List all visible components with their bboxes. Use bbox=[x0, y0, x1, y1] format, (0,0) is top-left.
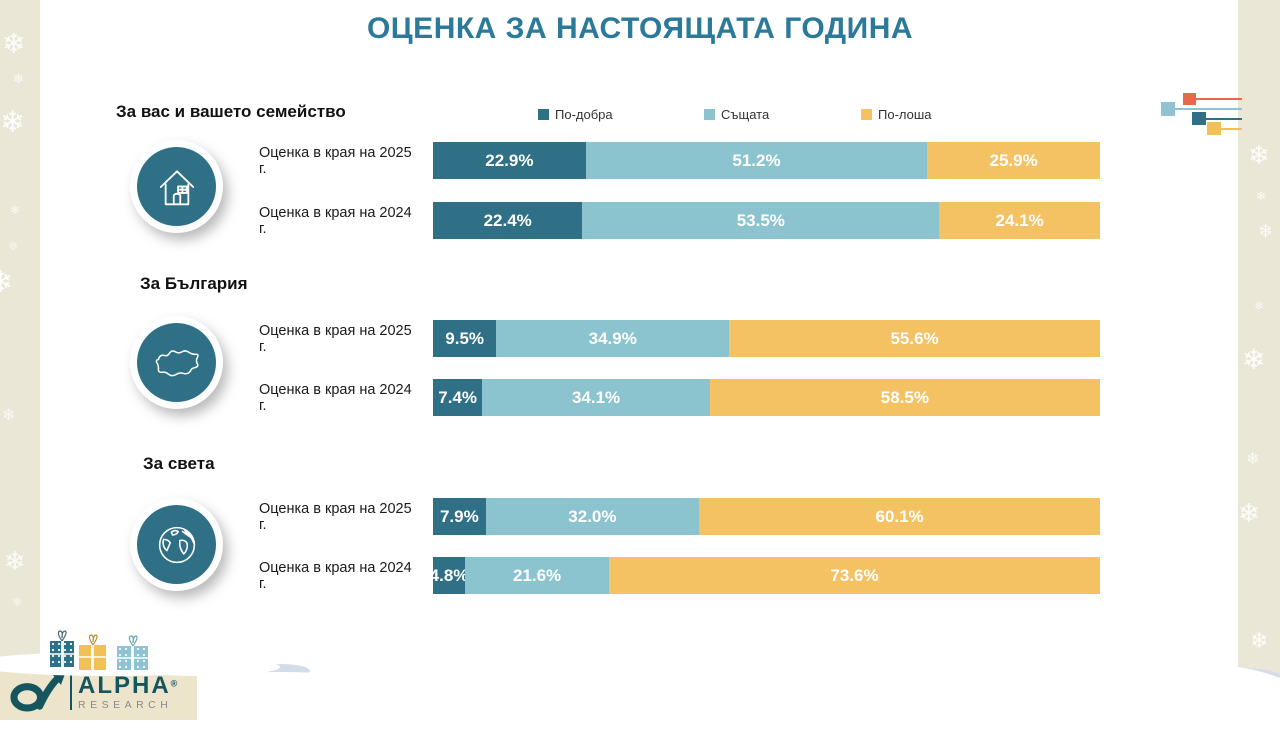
row-label: Оценка в края на 2024 г. bbox=[259, 381, 412, 414]
segment-value: 7.4% bbox=[438, 387, 478, 407]
motif-square-yellow bbox=[1207, 122, 1221, 135]
snow-lump bbox=[468, 640, 486, 664]
segment-worse: 24.1% bbox=[939, 202, 1100, 239]
segment-value: 60.1% bbox=[875, 506, 924, 526]
alpha-research-logo: ALPHA® RESEARCH bbox=[0, 664, 197, 720]
segment-value: 58.5% bbox=[880, 387, 929, 407]
segment-better: 9.5% bbox=[433, 320, 497, 357]
left-background-strip bbox=[0, 0, 40, 720]
segment-value: 34.9% bbox=[588, 328, 637, 348]
row-label: Оценка в края на 2025 г. bbox=[259, 500, 412, 533]
world-medallion bbox=[130, 498, 223, 591]
motif-line-lightblue bbox=[1175, 108, 1242, 110]
snow-lump bbox=[225, 652, 251, 668]
segment-value: 7.9% bbox=[439, 506, 479, 526]
logo-divider bbox=[70, 674, 72, 710]
segment-same: 32.0% bbox=[485, 498, 700, 535]
legend-label: По-добра bbox=[555, 107, 613, 122]
segment-value: 32.0% bbox=[568, 506, 617, 526]
segment-value: 9.5% bbox=[445, 328, 485, 348]
segment-value: 25.9% bbox=[989, 150, 1038, 170]
page-title: ОЦЕНКА ЗА НАСТОЯЩАТА ГОДИНА bbox=[366, 12, 914, 45]
segment-worse: 60.1% bbox=[699, 498, 1100, 535]
bar-world-2024: 4.8% 21.6% 73.6% bbox=[430, 557, 1100, 594]
row-label: Оценка в края на 2025 г. bbox=[259, 144, 412, 177]
segment-worse: 58.5% bbox=[709, 379, 1100, 416]
bar-bulgaria-2025: 9.5% 34.9% 55.6% bbox=[433, 320, 1100, 357]
legend-swatch-worse bbox=[861, 109, 872, 120]
segment-value: 24.1% bbox=[995, 210, 1044, 230]
segment-value: 73.6% bbox=[830, 565, 879, 585]
segment-value: 51.2% bbox=[732, 150, 781, 170]
segment-worse: 55.6% bbox=[729, 320, 1100, 357]
legend-item-worse: По-лоша bbox=[861, 107, 932, 122]
snow-lump bbox=[650, 648, 680, 664]
segment-value: 53.5% bbox=[736, 210, 785, 230]
motif-line-red bbox=[1196, 98, 1242, 100]
snow-mound bbox=[330, 664, 630, 730]
house-icon bbox=[159, 169, 194, 205]
segment-better: 7.4% bbox=[433, 379, 483, 416]
bar-world-2025: 7.9% 32.0% 60.1% bbox=[433, 498, 1100, 535]
segment-same: 53.5% bbox=[582, 202, 940, 239]
segment-same: 34.9% bbox=[496, 320, 730, 357]
legend-item-better: По-добра bbox=[538, 107, 613, 122]
gift-icon bbox=[79, 634, 106, 670]
bulgaria-medallion bbox=[130, 316, 223, 409]
section-heading-bulgaria: За България bbox=[140, 274, 248, 293]
motif-square-red bbox=[1183, 93, 1196, 105]
motif-square-lightblue bbox=[1161, 102, 1175, 116]
logo-brand-text: ALPHA bbox=[78, 671, 171, 699]
legend-item-same: Същата bbox=[704, 107, 769, 122]
segment-value: 22.9% bbox=[485, 150, 534, 170]
motif-line-yellow bbox=[1221, 128, 1242, 130]
gift-icon bbox=[50, 630, 74, 667]
snow-shadow bbox=[700, 672, 790, 688]
legend-swatch-better bbox=[538, 109, 549, 120]
legend-label: По-лоша bbox=[878, 107, 932, 122]
logo-registered-mark: ® bbox=[170, 678, 178, 689]
segment-value: 34.1% bbox=[571, 387, 621, 407]
segment-same: 34.1% bbox=[482, 379, 710, 416]
motif-square-teal bbox=[1192, 112, 1206, 125]
segment-better: 4.8% bbox=[430, 557, 468, 594]
section-heading-world: За света bbox=[143, 454, 215, 473]
segment-value: 55.6% bbox=[890, 328, 939, 348]
segment-same: 51.2% bbox=[585, 142, 928, 179]
gift-icon bbox=[117, 635, 148, 670]
logo-subbrand-text: RESEARCH bbox=[78, 698, 173, 711]
snow-lump bbox=[1190, 650, 1216, 668]
right-background-strip bbox=[1238, 0, 1280, 720]
bar-family-2024: 22.4% 53.5% 24.1% bbox=[433, 202, 1100, 239]
segment-same: 21.6% bbox=[465, 557, 610, 594]
segment-better: 7.9% bbox=[433, 498, 486, 535]
motif-line-teal bbox=[1206, 118, 1242, 120]
globe-icon bbox=[158, 526, 195, 563]
segment-value: 22.4% bbox=[483, 210, 532, 230]
legend-label: Същата bbox=[721, 107, 770, 122]
bar-family-2025: 22.9% 51.2% 25.9% bbox=[433, 142, 1100, 179]
bar-bulgaria-2024: 7.4% 34.1% 58.5% bbox=[433, 379, 1100, 416]
bulgaria-map-icon bbox=[155, 349, 199, 376]
legend-swatch-same bbox=[704, 109, 715, 120]
row-label: Оценка в края на 2024 г. bbox=[259, 559, 412, 592]
segment-better: 22.9% bbox=[433, 142, 586, 179]
family-medallion bbox=[130, 140, 223, 233]
segment-better: 22.4% bbox=[433, 202, 583, 239]
section-heading-family: За вас и вашето семейство bbox=[116, 102, 346, 121]
row-label: Оценка в края на 2024 г. bbox=[259, 204, 412, 237]
segment-value: 4.8% bbox=[429, 565, 469, 585]
segment-value: 21.6% bbox=[512, 565, 562, 585]
snow-shadow bbox=[250, 664, 310, 678]
segment-worse: 25.9% bbox=[927, 142, 1100, 179]
segment-worse: 73.6% bbox=[609, 557, 1100, 594]
alpha-logo-icon bbox=[10, 670, 67, 712]
row-label: Оценка в края на 2025 г. bbox=[259, 322, 412, 355]
